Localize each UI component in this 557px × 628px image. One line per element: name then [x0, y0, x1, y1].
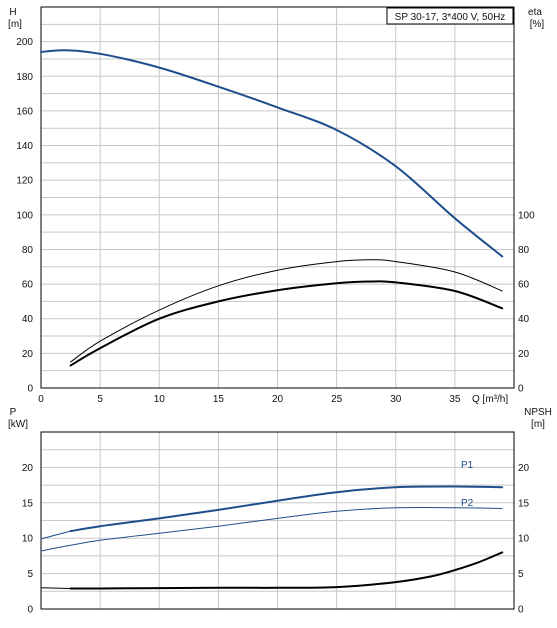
eta-axis-unit: [%] [530, 19, 545, 30]
right-tick-label: 0 [518, 384, 524, 395]
eta-axis-label: eta [528, 7, 542, 18]
title-box-frame [386, 7, 514, 25]
right-tick-label: 60 [518, 280, 530, 291]
head-tick-labels: 0 20 40 60 80 100 120 140 160 180 200 [16, 37, 33, 394]
left-tick-label: 140 [16, 141, 33, 152]
right-tick-label: 100 [518, 210, 535, 221]
series-line-P2 [40, 506, 503, 552]
series-line-P1 [69, 485, 504, 533]
series-line-P1-extrapolated [40, 530, 72, 540]
eta-tick-labels: 0 20 40 60 80 100 [518, 210, 535, 394]
bottom-plot-frame [40, 431, 515, 610]
left-tick-label: 60 [22, 280, 34, 291]
x-tick-label: 15 [213, 394, 225, 405]
x-tick-label: 25 [331, 394, 343, 405]
flow-axis-label: Q [m³/h] [472, 394, 508, 405]
right-tick-label: 10 [518, 534, 530, 545]
bottom-grid [41, 432, 514, 609]
left-tick-label: 20 [22, 463, 34, 474]
power-axis-unit: [kW] [8, 419, 28, 430]
top-grid [41, 7, 514, 388]
left-tick-label: 10 [22, 534, 34, 545]
title-box: SP 30-17, 3*400 V, 50Hz [386, 7, 514, 25]
series-line-NPSH [69, 551, 504, 590]
npsh-tick-labels: 0 5 10 15 20 [518, 463, 530, 616]
left-tick-label: 120 [16, 176, 33, 187]
right-tick-label: 40 [518, 314, 530, 325]
power-npsh-series [40, 485, 504, 590]
head-axis-unit: [m] [8, 19, 22, 30]
left-tick-label: 0 [27, 605, 33, 616]
head-axis-label: H [9, 7, 16, 18]
series-label-p2: P2 [461, 498, 474, 509]
series-label-p1: P1 [461, 460, 474, 471]
left-tick-label: 200 [16, 37, 33, 48]
left-tick-label: 5 [27, 569, 33, 580]
power-tick-labels: 0 5 10 15 20 [22, 463, 34, 616]
power-npsh-panel: P [kW] NPSH [m] 0 5 10 15 20 0 5 10 15 20 P1 P2 [8, 407, 552, 616]
x-tick-label: 5 [97, 394, 103, 405]
left-tick-label: 0 [27, 384, 33, 395]
right-tick-label: 80 [518, 245, 530, 256]
series-line-NPSH-extrapolated [40, 587, 72, 589]
x-tick-label: 20 [272, 394, 284, 405]
chart-title: SP 30-17, 3*400 V, 50Hz [395, 12, 506, 23]
x-tick-label: 10 [154, 394, 166, 405]
x-tick-label: 0 [38, 394, 44, 405]
right-tick-label: 0 [518, 605, 524, 616]
left-tick-label: 20 [22, 349, 34, 360]
left-tick-label: 160 [16, 106, 33, 117]
left-tick-label: 180 [16, 72, 33, 83]
left-tick-label: 80 [22, 245, 34, 256]
power-axis-label: P [10, 407, 17, 418]
right-tick-label: 20 [518, 349, 530, 360]
series-line-H [40, 49, 504, 258]
x-tick-label: 35 [449, 394, 461, 405]
head-efficiency-series [40, 49, 504, 367]
series-line-eta-pump [70, 259, 503, 363]
x-tick-label: 30 [390, 394, 402, 405]
series-line-eta-total [69, 280, 504, 367]
right-tick-label: 5 [518, 569, 524, 580]
left-tick-label: 100 [16, 210, 33, 221]
npsh-axis-unit: [m] [531, 419, 545, 430]
npsh-axis-label: NPSH [524, 407, 552, 418]
right-tick-label: 15 [518, 498, 530, 509]
head-efficiency-panel: SP 30-17, 3*400 V, 50Hz H [m] eta [%] Q … [8, 6, 545, 405]
left-tick-label: 40 [22, 314, 34, 325]
right-tick-label: 20 [518, 463, 530, 474]
flow-tick-labels: 0 5 10 15 20 25 30 35 [38, 394, 461, 405]
top-plot-frame [40, 6, 515, 389]
left-tick-label: 15 [22, 498, 34, 509]
